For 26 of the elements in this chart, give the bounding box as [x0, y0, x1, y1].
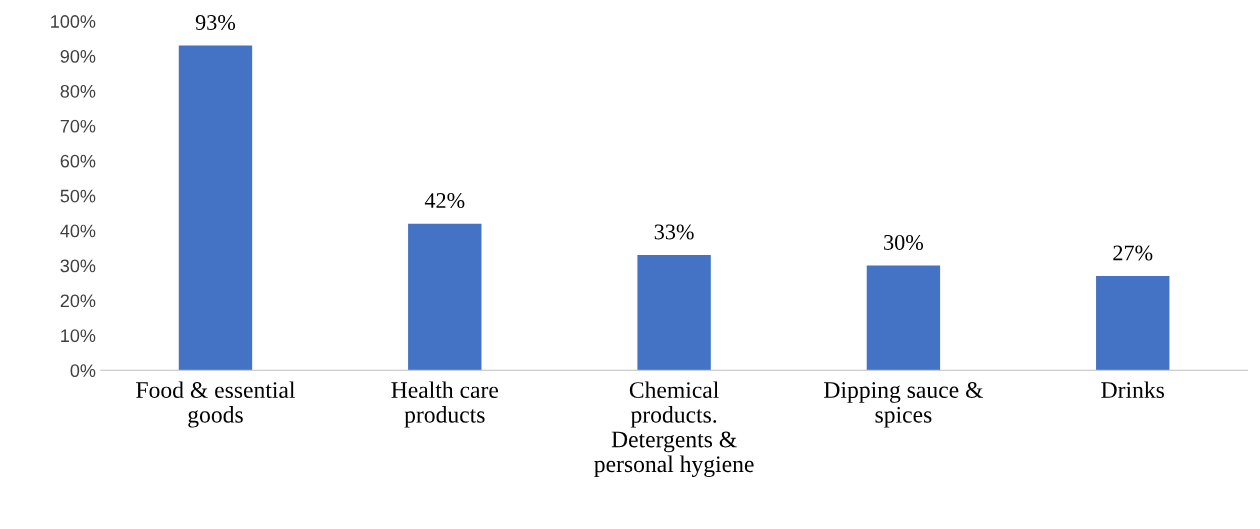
x-tick-label: Health care products: [391, 381, 499, 428]
data-label: 42%: [424, 193, 465, 209]
data-label: 27%: [1113, 245, 1153, 261]
bar: [178, 45, 253, 371]
bar: [637, 255, 711, 371]
data-label: 30%: [884, 234, 924, 251]
y-tick-label: 40%: [60, 224, 96, 238]
data-label: 93%: [195, 14, 236, 31]
x-tick-label: Dipping sauce & spices: [824, 382, 983, 428]
y-tick-label: 0%: [70, 364, 96, 378]
y-tick-label: 50%: [60, 189, 96, 203]
y-tick-label: 90%: [60, 50, 96, 63]
x-tick-label: Chemical products. Detergents & personal hygiene: [594, 381, 754, 478]
y-tick-label: 80%: [60, 84, 96, 98]
y-tick-label: 100%: [51, 15, 96, 28]
x-tick-label: Food & essential goods: [136, 381, 295, 428]
y-tick-label: 10%: [61, 329, 96, 343]
y-tick-label: 20%: [60, 294, 96, 308]
bar: [866, 265, 941, 371]
bar: [1096, 276, 1170, 371]
bar: [408, 223, 482, 371]
y-tick-label: 30%: [60, 259, 96, 273]
y-tick-label: 60%: [60, 154, 96, 168]
x-tick-label: Drinks: [1101, 381, 1165, 399]
y-tick-label: 70%: [60, 119, 96, 133]
data-label: 33%: [654, 224, 694, 240]
